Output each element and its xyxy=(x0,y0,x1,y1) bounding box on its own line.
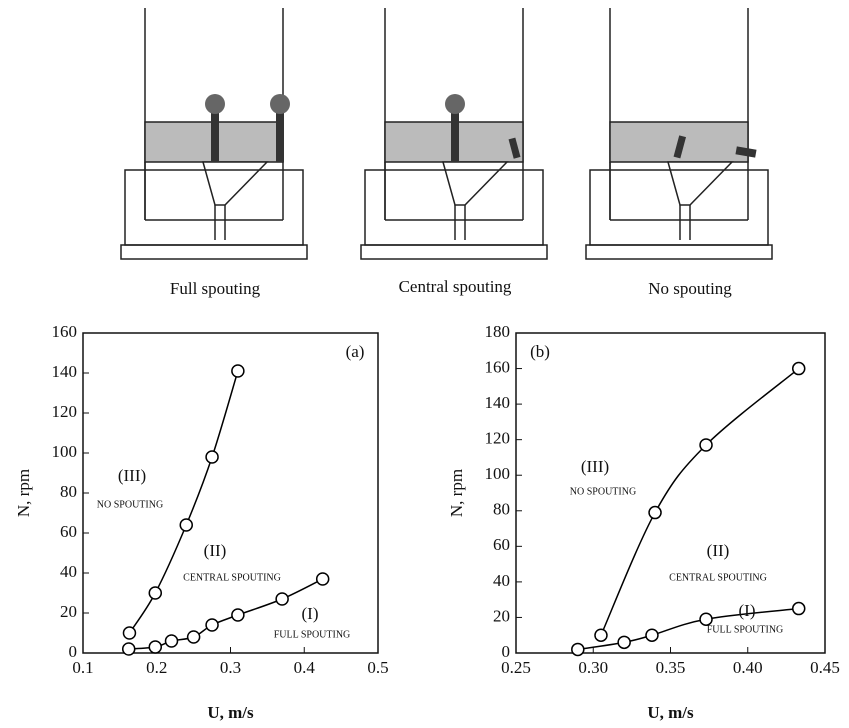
annotation: NO SPOUTING xyxy=(570,486,636,497)
marker xyxy=(617,635,631,650)
y-tick-label: 80 xyxy=(493,500,510,519)
annotation: (III) xyxy=(118,466,146,485)
annotation: FULL SPOUTING xyxy=(274,629,351,640)
y-tick-label: 100 xyxy=(52,442,78,461)
caption: Central spouting xyxy=(399,277,512,296)
y-tick-label: 60 xyxy=(493,535,510,554)
plot-frame xyxy=(82,332,379,654)
annotation: CENTRAL SPOUTING xyxy=(183,572,281,583)
caption: Full spouting xyxy=(170,279,261,298)
annotation: NO SPOUTING xyxy=(97,499,163,510)
marker xyxy=(791,361,806,376)
x-tick-label: 0.25 xyxy=(501,658,531,677)
marker xyxy=(571,642,585,657)
caption: No spouting xyxy=(648,279,732,298)
marker xyxy=(186,630,201,644)
marker xyxy=(699,612,713,626)
y-tick-label: 120 xyxy=(485,429,511,448)
diagram-central xyxy=(360,7,548,260)
annotation: (II) xyxy=(204,541,227,560)
y-tick-label: 80 xyxy=(60,482,77,501)
y-tick-label: 40 xyxy=(493,571,510,590)
y-tick-label: 120 xyxy=(52,402,78,421)
x-tick-label: 0.45 xyxy=(810,658,840,677)
diagram-full xyxy=(120,7,308,260)
y-tick-label: 60 xyxy=(60,522,77,541)
marker xyxy=(205,618,219,632)
marker xyxy=(315,572,330,586)
y-tick-label: 20 xyxy=(493,606,510,625)
marker xyxy=(148,640,163,654)
marker xyxy=(122,626,137,640)
x-tick-label: 0.30 xyxy=(578,658,608,677)
marker xyxy=(205,450,219,464)
y-tick-label: 160 xyxy=(52,322,78,341)
annotation: (II) xyxy=(707,541,730,560)
curve xyxy=(600,367,800,636)
x-tick-label: 0.1 xyxy=(72,658,93,677)
y-tick-label: 140 xyxy=(485,393,511,412)
y-tick-label: 20 xyxy=(60,602,77,621)
marker xyxy=(121,642,136,656)
x-tick-label: 0.40 xyxy=(733,658,763,677)
y-axis-label: N, rpm xyxy=(14,469,33,517)
annotation: FULL SPOUTING xyxy=(707,624,784,635)
marker xyxy=(594,628,608,642)
marker xyxy=(164,634,179,648)
y-tick-label: 40 xyxy=(60,562,77,581)
x-tick-label: 0.35 xyxy=(656,658,686,677)
x-tick-label: 0.4 xyxy=(294,658,316,677)
plot-frame xyxy=(515,332,826,654)
annotation: (b) xyxy=(530,342,550,361)
y-tick-label: 0 xyxy=(69,642,78,661)
y-tick-label: 100 xyxy=(485,464,511,483)
y-axis-label: N, rpm xyxy=(447,469,466,517)
y-tick-label: 160 xyxy=(485,357,511,376)
y-tick-label: 0 xyxy=(502,642,511,661)
marker xyxy=(645,628,659,642)
marker xyxy=(275,592,289,606)
diagram-none xyxy=(585,7,773,260)
x-tick-label: 0.2 xyxy=(146,658,167,677)
marker xyxy=(231,608,245,622)
marker xyxy=(148,586,163,600)
marker xyxy=(179,518,193,532)
y-tick-label: 180 xyxy=(485,322,511,341)
annotation: (I) xyxy=(739,601,756,620)
marker xyxy=(648,505,662,520)
annotation: (a) xyxy=(346,342,365,361)
marker xyxy=(231,364,245,378)
y-tick-label: 140 xyxy=(52,362,78,381)
marker xyxy=(699,438,713,452)
x-tick-label: 0.5 xyxy=(367,658,388,677)
x-axis-label: U, m/s xyxy=(207,703,254,722)
annotation: (III) xyxy=(581,457,609,476)
x-tick-label: 0.3 xyxy=(220,658,241,677)
annotation: CENTRAL SPOUTING xyxy=(669,572,767,583)
marker xyxy=(791,601,806,616)
annotation: (I) xyxy=(302,604,319,623)
x-axis-label: U, m/s xyxy=(647,703,694,722)
